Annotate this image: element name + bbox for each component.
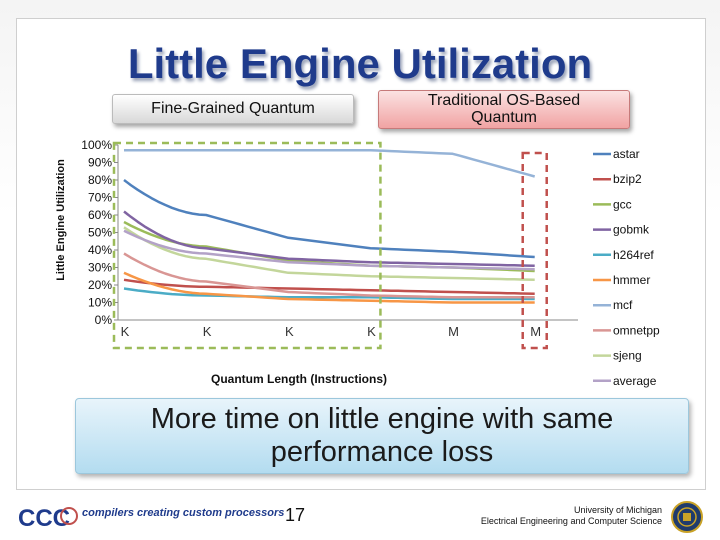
callout-fine-grained: Fine-Grained Quantum [112, 94, 354, 124]
legend-label-omnetpp: omnetpp [613, 323, 660, 337]
ccc-logo-mark [60, 507, 78, 525]
legend-label-average: average [613, 374, 657, 388]
y-tick-label: 100% [81, 138, 112, 152]
fine-grained-highlight-box [112, 141, 382, 350]
os-based-highlight-box [521, 151, 548, 350]
legend-label-bzip2: bzip2 [613, 172, 642, 186]
y-tick-label: 60% [88, 208, 112, 222]
series-line-hmmer [123, 271, 535, 304]
series-line-omnetpp [123, 252, 535, 299]
callout-os-line1: Traditional OS-Based [427, 92, 581, 109]
x-tick-label: K [121, 324, 130, 339]
chart-series-lines [123, 149, 536, 304]
chart-highlights [112, 141, 548, 350]
legend-label-gcc: gcc [613, 197, 632, 211]
message-band: More time on little engine with same per… [75, 398, 689, 474]
slide-title: Little Engine Utilization [127, 40, 593, 87]
message-line1: More time on little engine with same [150, 403, 614, 435]
chart-axes: 0% 10% 20% 30% 40% 50% 60% 70% 80% 90% 100% K K K K M M [81, 138, 578, 339]
x-tick-label: M [448, 324, 459, 339]
footer-brand: compilers creating custom processors [82, 507, 285, 519]
legend-label-astar: astar [613, 147, 640, 161]
y-tick-label: 0% [95, 313, 113, 327]
y-tick-label: 10% [88, 296, 112, 310]
legend-label-gobmk: gobmk [613, 223, 650, 237]
y-tick-label: 90% [88, 156, 112, 170]
legend-label-hmmer: hmmer [613, 273, 650, 287]
legend-label-h264ref: h264ref [613, 248, 654, 262]
series-line-sjeng [123, 226, 535, 282]
utilization-chart: 0%10%20%30%40%50%60%70%80%90%100%K K K K M M … [55, 138, 660, 388]
ccc-logo: CCC [18, 505, 78, 532]
university-line1: University of Michigan [573, 505, 662, 515]
y-tick-label: 30% [88, 261, 112, 275]
series-line-bzip2 [123, 278, 535, 296]
y-tick-label: 70% [88, 191, 112, 205]
university-seal-icon [671, 501, 703, 533]
legend-label-sjeng: sjeng [613, 349, 642, 363]
legend-label-mcf: mcf [613, 298, 633, 312]
page-number: 17 [284, 505, 306, 525]
y-tick-label: 50% [88, 226, 112, 240]
callout-os-line2: Quantum [471, 109, 537, 126]
series-line-astar [123, 179, 535, 259]
series-line-gobmk [123, 210, 535, 268]
series-line-h264ref [123, 287, 535, 301]
university-line2: Electrical Engineering and Computer Scie… [480, 516, 662, 526]
x-tick-label: M [530, 324, 541, 339]
y-tick-label: 80% [88, 173, 112, 187]
x-tick-label: K [285, 324, 294, 339]
x-tick-label: K [367, 324, 376, 339]
y-axis-label: Little Engine Utilization [55, 159, 67, 281]
y-tick-label: 20% [88, 278, 112, 292]
message-line2: performance loss [270, 436, 494, 468]
y-tick-label: 40% [88, 243, 112, 257]
series-line-mcf [124, 149, 536, 178]
x-axis-label: Quantum Length (Instructions) [211, 372, 387, 386]
university-credit: University of Michigan Electrical Engine… [481, 505, 662, 527]
x-tick-label: K [203, 324, 212, 339]
callout-os-based: Traditional OS-Based Quantum [378, 90, 630, 129]
chart-legend: astar bzip2 gcc gobmk h264ref hmmer mcf omnetpp… [593, 147, 660, 388]
series-line-average [123, 229, 535, 271]
